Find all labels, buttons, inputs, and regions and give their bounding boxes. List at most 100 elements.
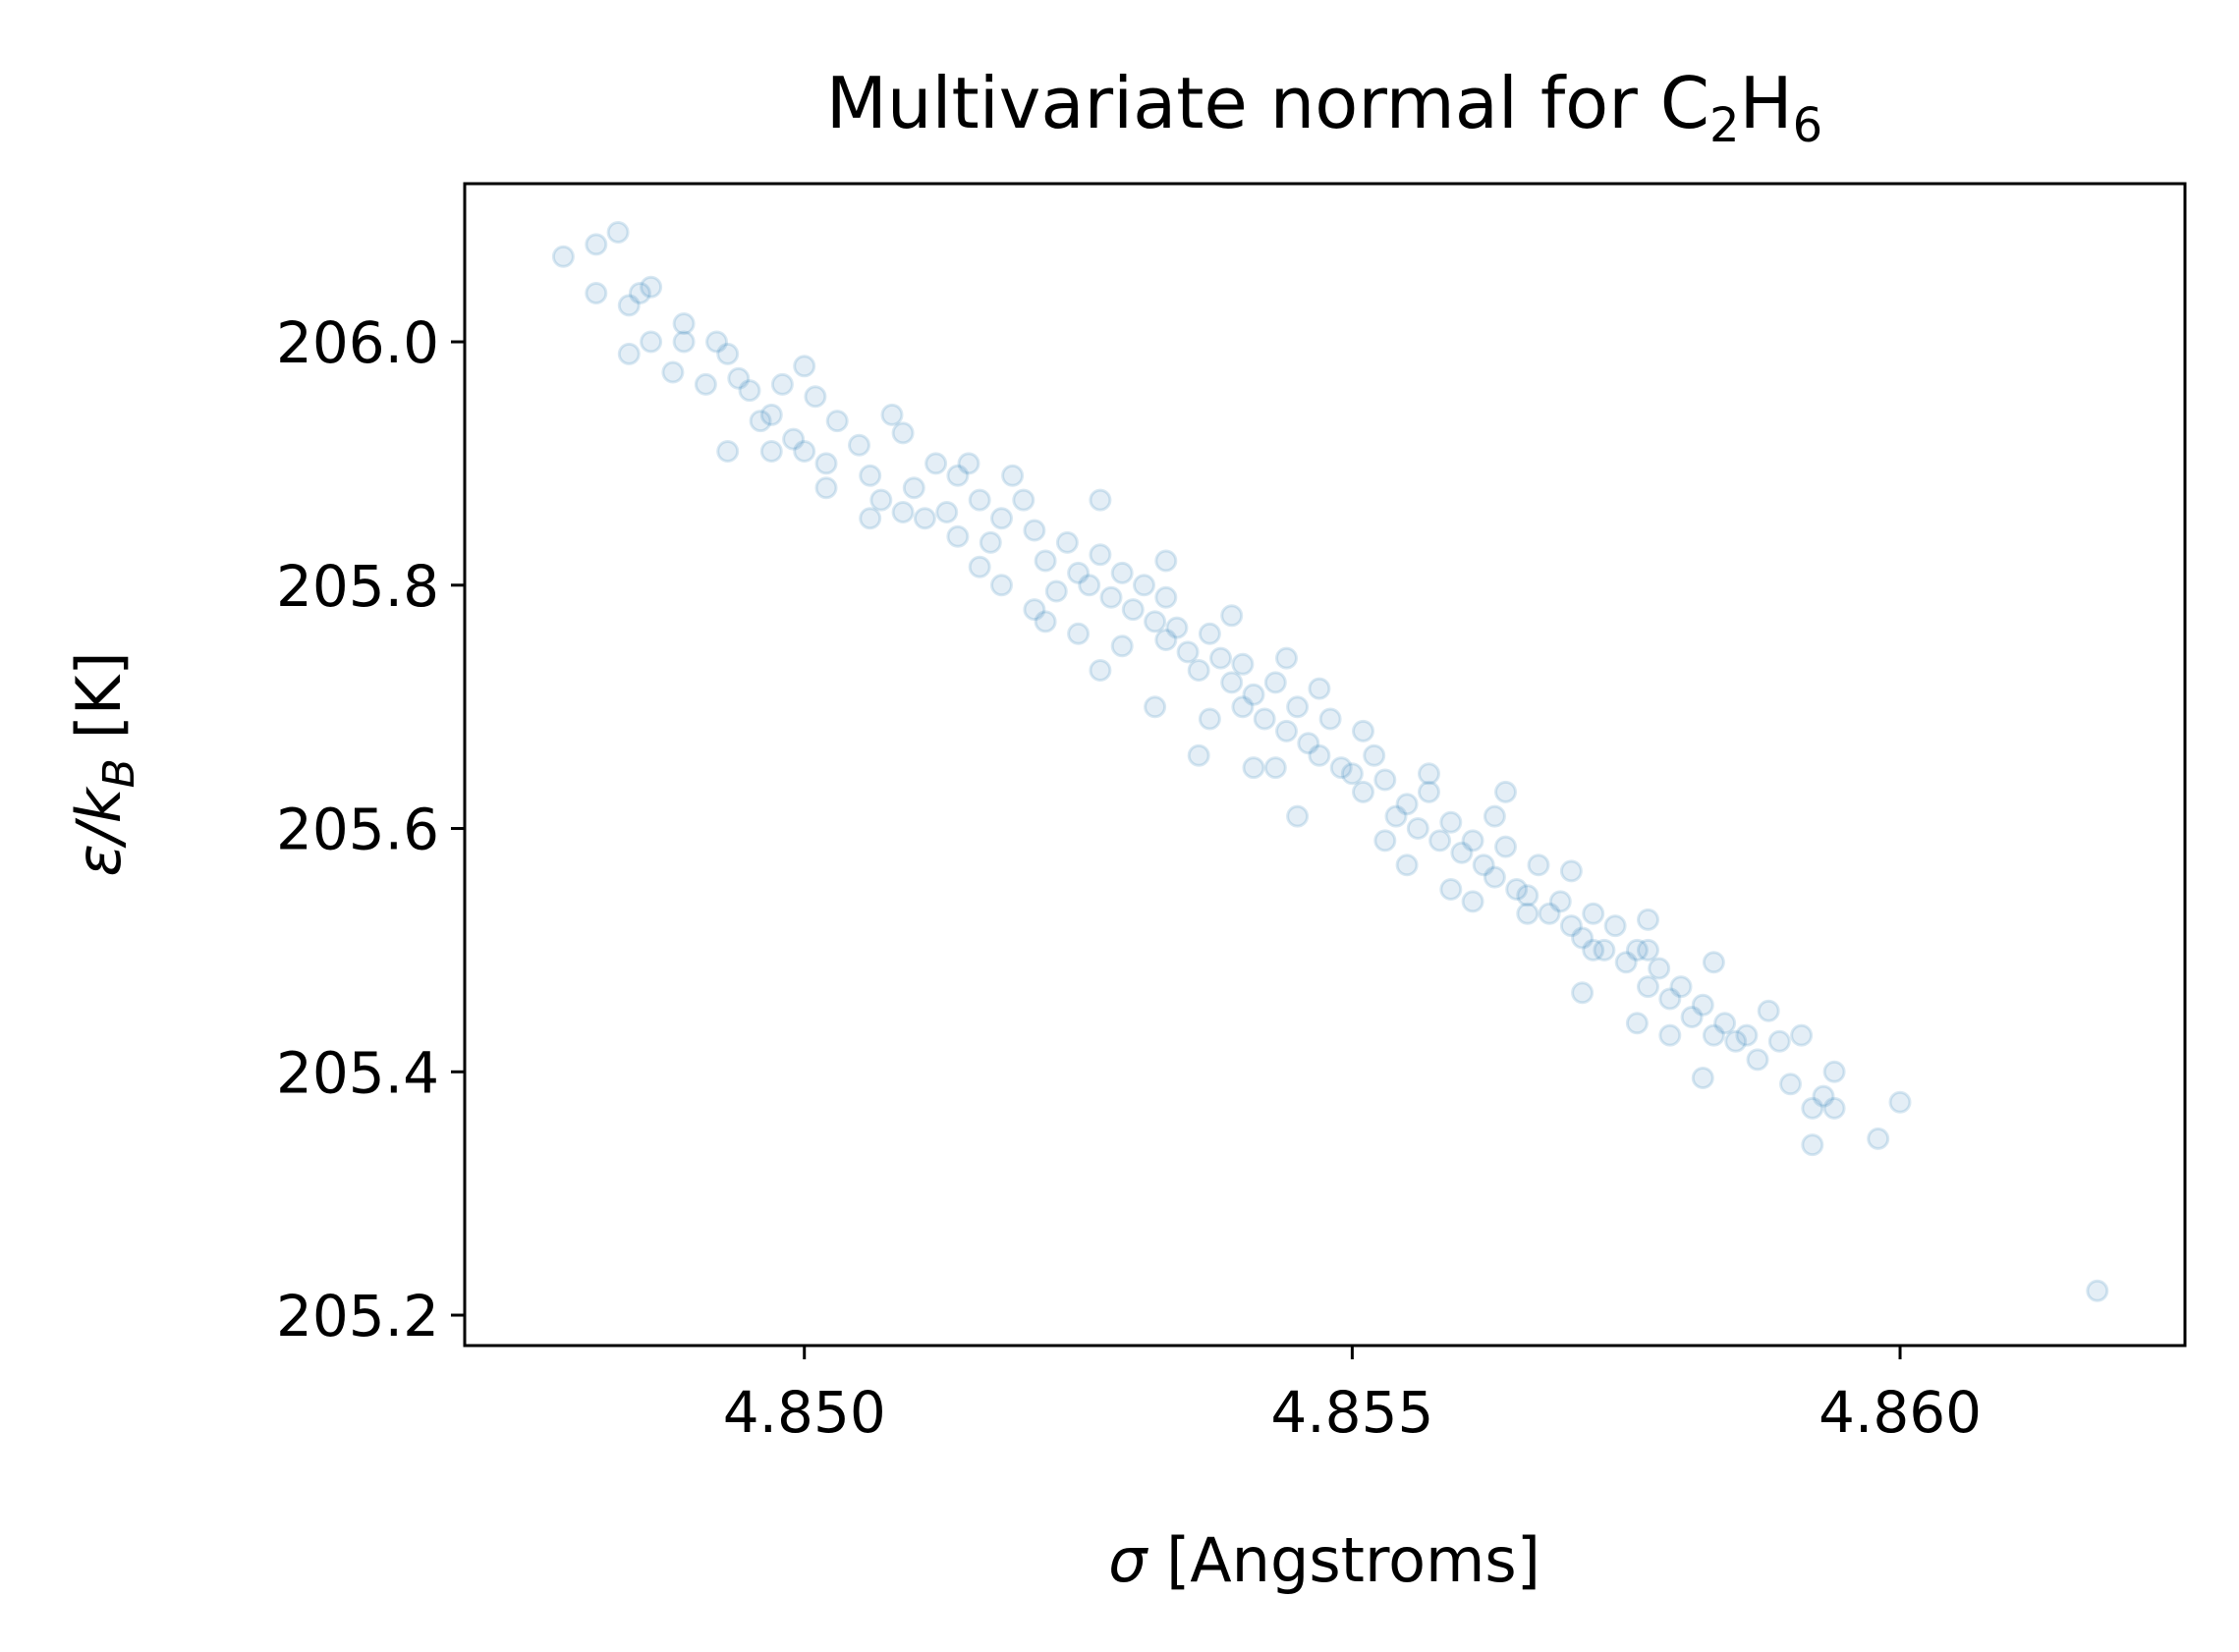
scatter-point	[661, 360, 685, 384]
scatter-point	[859, 507, 882, 530]
scatter-point	[1198, 707, 1221, 731]
scatter-point	[979, 530, 1002, 554]
scatter-point	[1275, 719, 1298, 743]
scatter-point	[1625, 1012, 1649, 1035]
scatter-point	[880, 403, 904, 426]
scatter-point	[1767, 1029, 1791, 1053]
scatter-point	[1253, 707, 1276, 731]
scatter-point	[1187, 659, 1210, 682]
scatter-point	[1340, 762, 1364, 786]
scatter-point	[1603, 914, 1627, 938]
scatter-point	[1198, 622, 1221, 645]
scatter-point	[1263, 756, 1287, 780]
scatter-point	[585, 282, 608, 304]
scatter-point	[1746, 1048, 1769, 1072]
y-axis-label: ε/kB [K]	[63, 651, 144, 876]
scatter-point	[814, 476, 838, 500]
scatter-point	[1099, 585, 1123, 609]
scatter-point	[1637, 908, 1659, 931]
scatter-point	[1318, 707, 1342, 731]
scatter-point	[946, 524, 970, 548]
scatter-point	[1121, 598, 1145, 622]
scatter-point	[759, 440, 783, 463]
scatter-point	[1154, 629, 1178, 651]
scatter-point	[1571, 981, 1595, 1005]
scatter-point	[848, 433, 870, 457]
y-tick-label: 205.4	[276, 1039, 439, 1106]
scatter-point	[1516, 884, 1539, 908]
scatter-point	[1308, 677, 1331, 700]
scatter-point	[1373, 829, 1397, 853]
scatter-point	[1078, 574, 1101, 597]
scatter-point	[1648, 957, 1671, 980]
scatter-point	[617, 294, 641, 317]
scatter-point	[1144, 610, 1167, 633]
scatter-point	[869, 488, 893, 512]
scatter-point	[1702, 1023, 1725, 1047]
scatter-point	[1538, 902, 1561, 925]
scatter-point	[1669, 975, 1693, 999]
scatter-point	[1559, 859, 1583, 883]
scatter-point	[1110, 561, 1134, 584]
scatter-point	[1363, 743, 1386, 767]
scatter-point	[1297, 732, 1320, 755]
scatter-point	[1263, 671, 1287, 694]
scatter-point	[1757, 999, 1780, 1022]
y-tick-label: 205.8	[276, 553, 439, 620]
scatter-point	[814, 452, 838, 475]
scatter-point	[1089, 543, 1112, 567]
scatter-point	[738, 379, 761, 403]
scatter-point	[1779, 1073, 1802, 1096]
scatter-point	[1571, 926, 1595, 950]
scatter-point	[1373, 768, 1397, 792]
scatter-point	[1593, 938, 1616, 962]
scatter-point	[1888, 1090, 1912, 1114]
scatter-point	[1067, 622, 1091, 645]
scatter-point	[1012, 488, 1036, 512]
scatter-point	[1680, 1006, 1704, 1028]
scatter-point	[1867, 1127, 1890, 1150]
scatter-point	[1089, 488, 1112, 512]
scatter-point	[1187, 743, 1210, 767]
y-tick-label: 205.6	[276, 797, 439, 863]
x-tick-label: 4.855	[1270, 1379, 1433, 1446]
scatter-point	[913, 507, 936, 530]
scatter-point	[1110, 634, 1134, 658]
scatter-point	[1055, 530, 1079, 554]
scatter-point	[1176, 640, 1200, 664]
scatter-point	[1559, 914, 1583, 938]
scatter-point	[1395, 854, 1419, 877]
scatter-point	[1023, 519, 1046, 542]
y-axis-ticks: 205.2 205.4 205.6 205.8 206.0	[276, 309, 465, 1349]
scatter-point	[705, 330, 728, 354]
y-tick-label: 205.2	[276, 1283, 439, 1349]
x-axis-label: σ [Angstroms]	[1108, 1524, 1540, 1596]
scatter-point	[1822, 1060, 1846, 1083]
scatter-point	[968, 488, 991, 512]
scatter-point	[640, 330, 663, 354]
scatter-point	[1735, 1023, 1759, 1047]
scatter-point	[1801, 1096, 1824, 1120]
scatter-point	[1439, 878, 1463, 901]
scatter-point	[1286, 695, 1310, 719]
scatter-point	[640, 275, 663, 299]
scatter-point	[1418, 762, 1440, 786]
scatter-point	[716, 440, 740, 463]
scatter-point	[946, 464, 970, 487]
scatter-point	[1582, 938, 1605, 962]
scatter-point	[1637, 938, 1659, 962]
scatter-point	[1625, 938, 1649, 962]
scatter-point	[1614, 951, 1638, 974]
scatter-point	[1822, 1096, 1846, 1120]
scatter-point	[694, 372, 717, 396]
scatter-point	[1516, 902, 1539, 925]
scatter-point	[1406, 817, 1429, 840]
scatter-point	[1461, 890, 1484, 913]
scatter-point	[859, 464, 882, 487]
scatter-point	[1275, 646, 1298, 670]
scatter-point	[1658, 1023, 1682, 1047]
scatter-point	[793, 355, 816, 378]
scatter-point	[551, 245, 575, 268]
scatter-point	[759, 403, 783, 426]
scatter-point	[990, 507, 1013, 530]
